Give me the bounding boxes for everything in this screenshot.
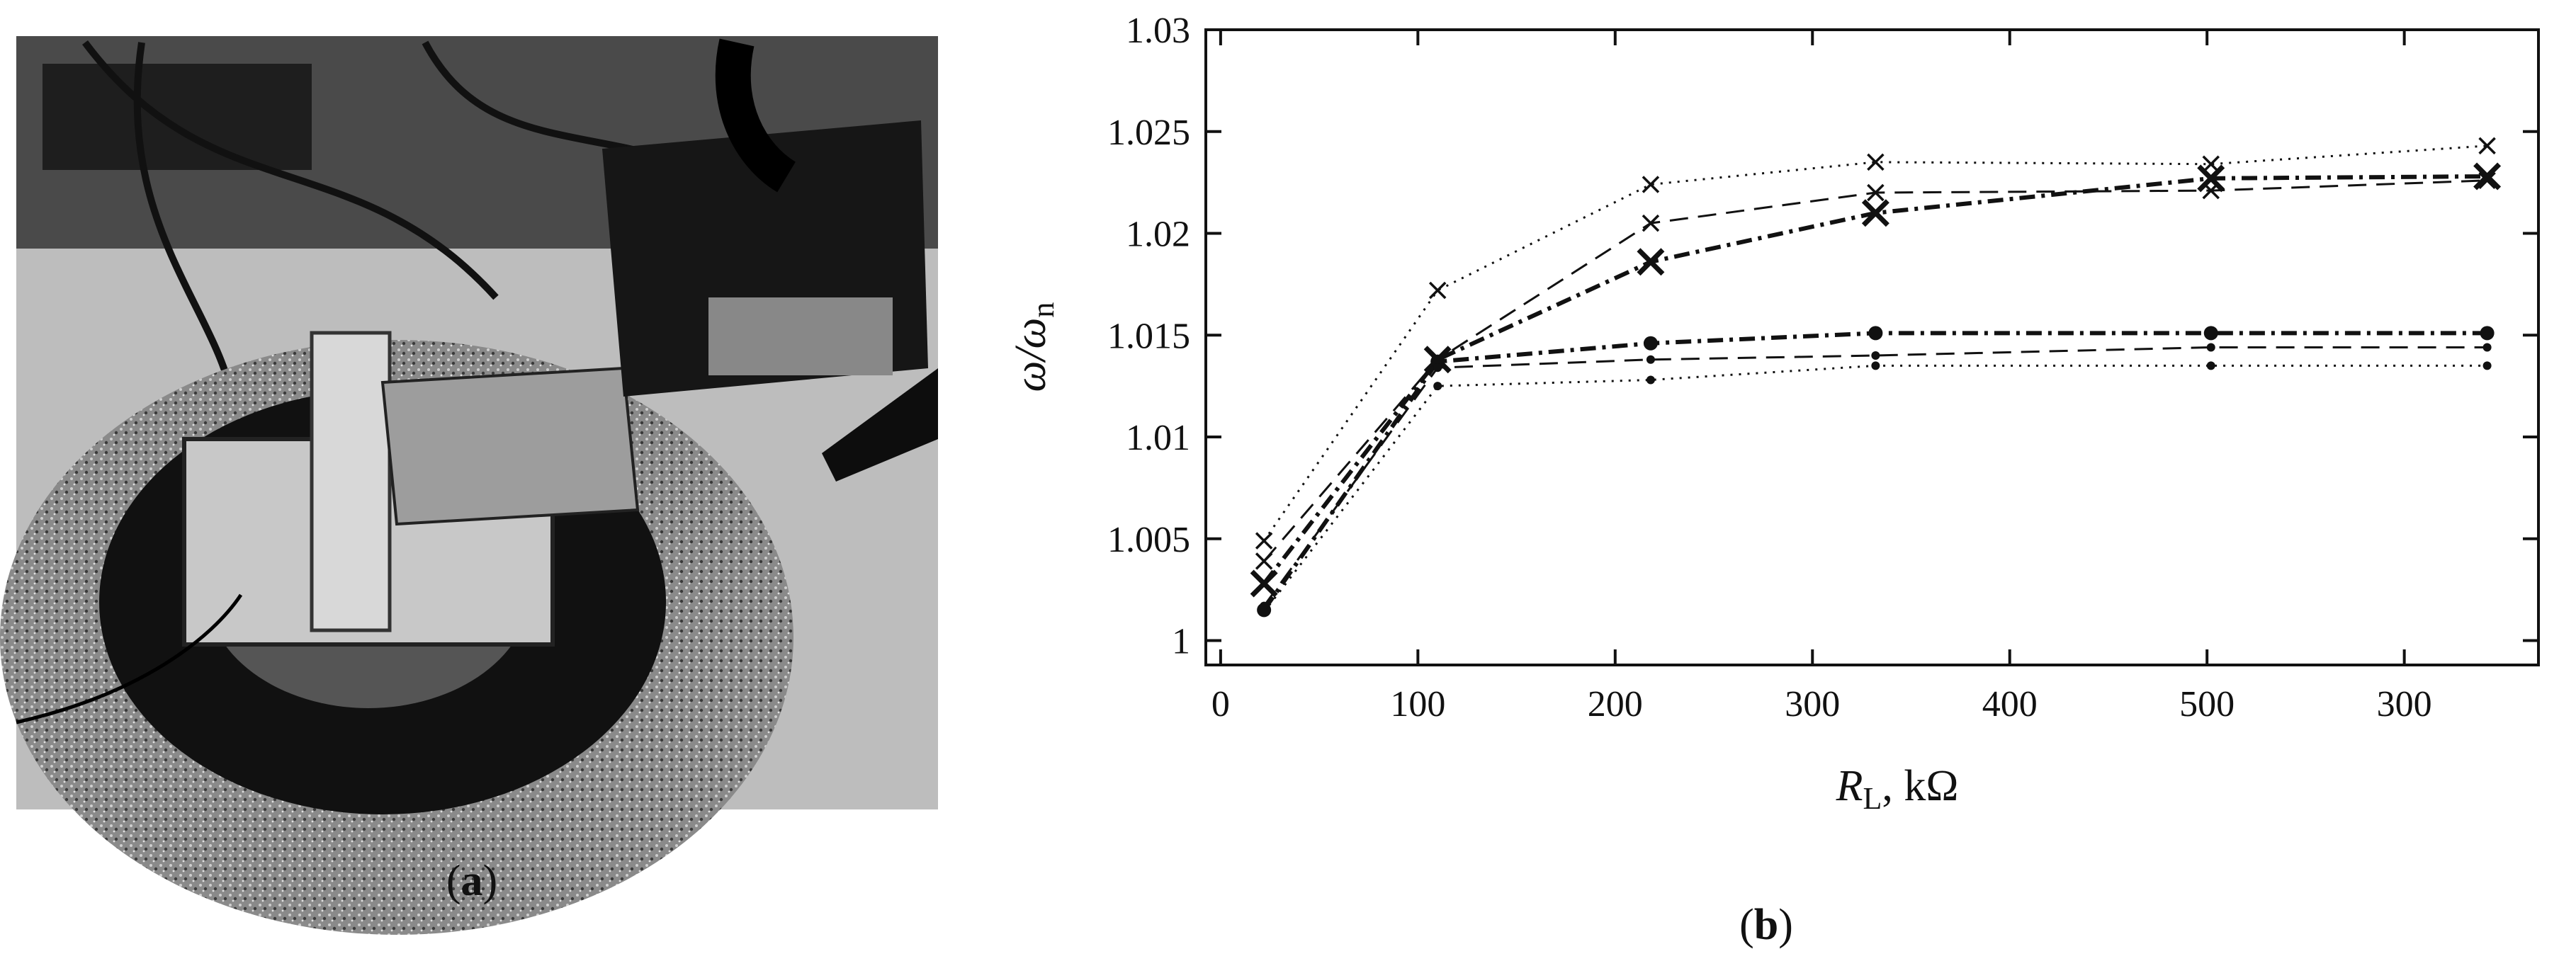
marker	[1428, 281, 1447, 300]
marker	[2482, 361, 2492, 370]
marker	[1255, 552, 1273, 570]
marker	[1637, 248, 1665, 276]
panel-a-label: (a)	[446, 857, 497, 905]
x-tick-label: 0	[1211, 684, 1230, 724]
marker	[1260, 601, 1269, 610]
marker	[1430, 354, 1445, 369]
marker	[2473, 162, 2502, 191]
x-tick-label: 300	[1785, 684, 1840, 724]
marker	[2206, 361, 2215, 370]
y-tick-label: 1.01	[1126, 418, 1190, 458]
marker	[1255, 532, 1273, 550]
marker	[2478, 137, 2496, 155]
marker	[1868, 326, 1883, 341]
series-line	[1262, 364, 2487, 613]
marker	[2197, 164, 2225, 193]
y-tick-label: 1.03	[1126, 11, 1190, 51]
series-line	[1262, 174, 2487, 585]
marker	[1867, 183, 1885, 202]
marker	[1871, 361, 1880, 370]
x-tick-label: 500	[2179, 684, 2235, 724]
marker	[2203, 326, 2218, 341]
marker	[1250, 569, 1278, 598]
marker	[1642, 214, 1660, 232]
series-line	[1262, 346, 2487, 607]
x-tick-label: 200	[1588, 684, 1643, 724]
y-tick-label: 1.005	[1107, 520, 1190, 560]
series-line	[1263, 179, 2487, 562]
plot-frame	[1204, 28, 2540, 666]
marker	[2202, 155, 2220, 173]
x-tick-label: 100	[1390, 684, 1445, 724]
marker	[1433, 382, 1442, 391]
marker	[1260, 608, 1269, 617]
marker	[1642, 176, 1660, 193]
marker	[1646, 355, 1655, 364]
marker	[1433, 363, 1442, 373]
marker	[2478, 171, 2496, 189]
marker	[1861, 199, 1889, 227]
x-tick-label: 300	[2377, 684, 2432, 724]
y-tick-label: 1.015	[1107, 316, 1190, 356]
marker	[2482, 343, 2492, 352]
marker	[1643, 336, 1658, 351]
panel-b-label: (b)	[1739, 901, 1793, 949]
x-axis-label: RL, kΩ	[1836, 762, 1959, 816]
marker	[1646, 375, 1655, 385]
y-tick-label: 1.025	[1107, 113, 1190, 153]
marker	[1871, 351, 1880, 360]
marker	[2206, 343, 2215, 352]
x-tick-label: 400	[1982, 684, 2038, 724]
series-line	[1262, 144, 2487, 542]
photo	[0, 36, 938, 935]
series-line	[1262, 331, 2487, 612]
y-tick-label: 1.02	[1126, 215, 1190, 255]
y-axis-label: ω/ωn	[1007, 302, 1061, 392]
y-tick-label: 1	[1172, 622, 1190, 662]
marker	[2480, 326, 2495, 341]
marker	[1867, 153, 1885, 171]
